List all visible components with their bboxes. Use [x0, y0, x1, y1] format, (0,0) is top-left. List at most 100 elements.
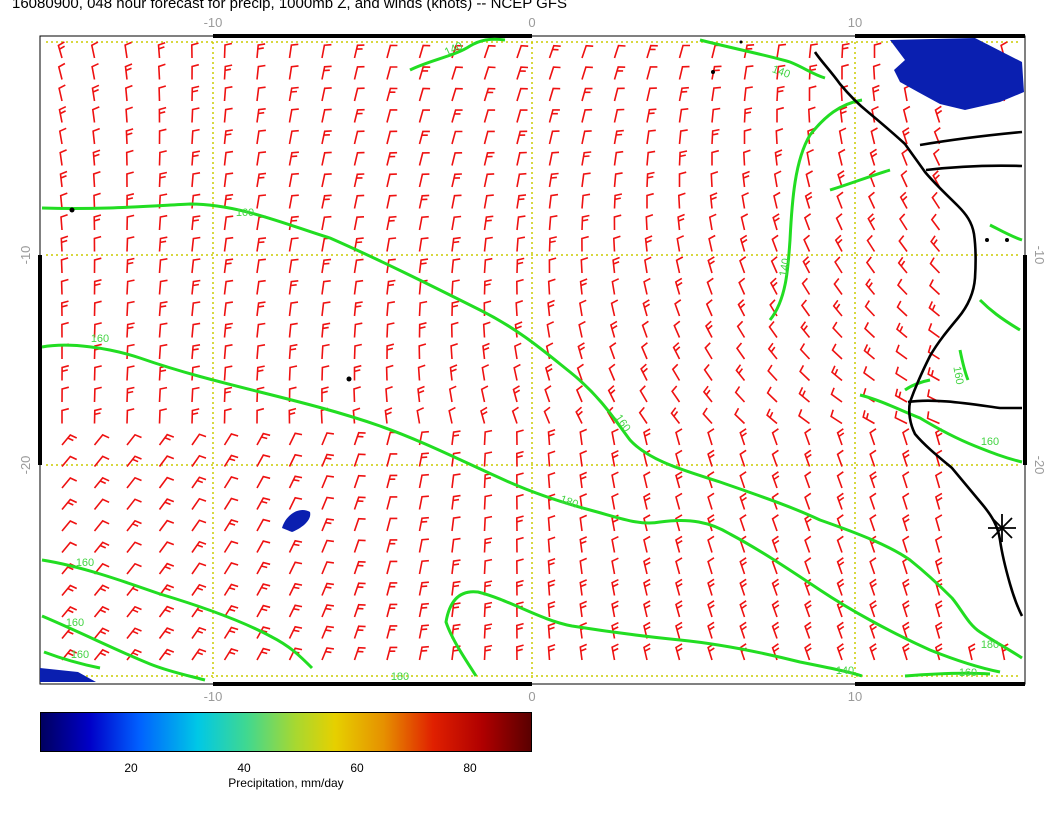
- wind-barb: [804, 471, 812, 489]
- wind-barb: [934, 643, 943, 661]
- wind-barb: [321, 173, 332, 188]
- wind-barb: [967, 643, 976, 661]
- wind-barb: [771, 621, 780, 639]
- wind-barb: [515, 300, 524, 317]
- wind-barb: [806, 148, 814, 166]
- wind-barb: [547, 643, 556, 661]
- wind-barb: [256, 258, 266, 274]
- wind-barb: [483, 623, 493, 639]
- wind-barb: [611, 643, 619, 661]
- wind-barb: [646, 192, 654, 209]
- wind-barb: [804, 643, 812, 661]
- coastline: [813, 51, 1024, 617]
- wind-barb: [125, 149, 134, 166]
- wind-barb: [772, 213, 780, 231]
- wind-barb: [191, 85, 200, 102]
- wind-barb: [418, 495, 429, 510]
- wind-barb: [671, 363, 681, 381]
- wind-barb: [126, 322, 135, 338]
- wind-barb: [223, 322, 233, 338]
- wind-barb: [256, 172, 267, 188]
- wind-barb: [611, 557, 619, 575]
- wind-barb: [191, 476, 207, 489]
- wind-barb: [613, 129, 624, 145]
- wind-barb: [386, 194, 397, 209]
- wind-barb: [711, 86, 721, 102]
- wind-barb: [483, 236, 493, 252]
- wind-barb: [768, 320, 778, 338]
- wind-barb: [126, 476, 142, 489]
- wind-barb: [418, 645, 429, 661]
- wind-barb: [191, 128, 200, 145]
- wind-barb: [451, 279, 460, 295]
- wind-barb: [223, 42, 233, 59]
- wind-barb: [256, 432, 271, 446]
- wind-barb: [417, 385, 425, 403]
- wind-barb: [515, 472, 524, 489]
- wind-barb: [611, 535, 619, 553]
- wind-barb: [675, 428, 683, 446]
- wind-barb: [676, 235, 685, 252]
- precipitation-areas: [40, 38, 1024, 682]
- wind-barb: [353, 151, 365, 166]
- wind-barb: [771, 535, 780, 553]
- wind-barb: [483, 151, 495, 166]
- wind-barb: [640, 363, 648, 381]
- wind-barb: [902, 127, 910, 145]
- wind-barb: [93, 214, 102, 231]
- wind-barb: [353, 279, 364, 295]
- wind-barb: [321, 582, 335, 596]
- wind-barb: [191, 454, 207, 467]
- wind-barb: [61, 606, 78, 618]
- wind-barb: [675, 492, 683, 510]
- wind-barb: [288, 561, 303, 575]
- wind-barb: [321, 475, 335, 489]
- wind-barb: [256, 540, 271, 553]
- wind-barb: [288, 453, 303, 467]
- wind-barb: [418, 44, 431, 59]
- wind-barb: [547, 299, 555, 317]
- wind-barb: [837, 148, 846, 166]
- wind-barb: [321, 365, 330, 381]
- wind-barb: [896, 278, 908, 296]
- wind-barb: [353, 453, 366, 467]
- wind-barb: [836, 643, 845, 661]
- wind-barb: [512, 385, 521, 403]
- frame-thick-segments: [38, 34, 1027, 686]
- wind-barb: [767, 342, 778, 360]
- contour-label: 140: [778, 257, 793, 277]
- x-tick-bottom-0: 0: [528, 689, 535, 704]
- wind-barb: [256, 64, 266, 80]
- wind-barb: [868, 191, 876, 209]
- wind-barb: [386, 301, 396, 317]
- wind-barb: [548, 172, 559, 188]
- wind-barb: [60, 235, 69, 252]
- wind-barb: [191, 626, 207, 639]
- wind-barb: [126, 236, 135, 252]
- wind-barb: [126, 408, 135, 424]
- wind-barb: [483, 644, 493, 661]
- wind-barb: [61, 434, 78, 446]
- wind-barb: [802, 256, 811, 274]
- wind-barb: [613, 172, 623, 188]
- wind-barb: [386, 496, 398, 510]
- wind-barb: [417, 364, 426, 381]
- wind-barb: [418, 258, 429, 274]
- wind-barb: [288, 582, 303, 596]
- wind-barb: [678, 129, 688, 145]
- wind-barb: [321, 539, 335, 553]
- wind-barb: [804, 191, 813, 209]
- wind-barb: [158, 408, 167, 424]
- wind-barb: [288, 343, 298, 360]
- wind-barb: [158, 433, 175, 446]
- wind-barb: [418, 538, 429, 553]
- wind-barb: [608, 363, 616, 381]
- wind-barb: [675, 578, 683, 596]
- wind-barb: [516, 236, 526, 252]
- wind-barb: [191, 433, 207, 446]
- wind-barb: [639, 385, 648, 403]
- wind-barb: [579, 643, 588, 661]
- wind-barb: [678, 108, 689, 123]
- wind-barb: [895, 344, 908, 360]
- wind-barb: [711, 107, 721, 123]
